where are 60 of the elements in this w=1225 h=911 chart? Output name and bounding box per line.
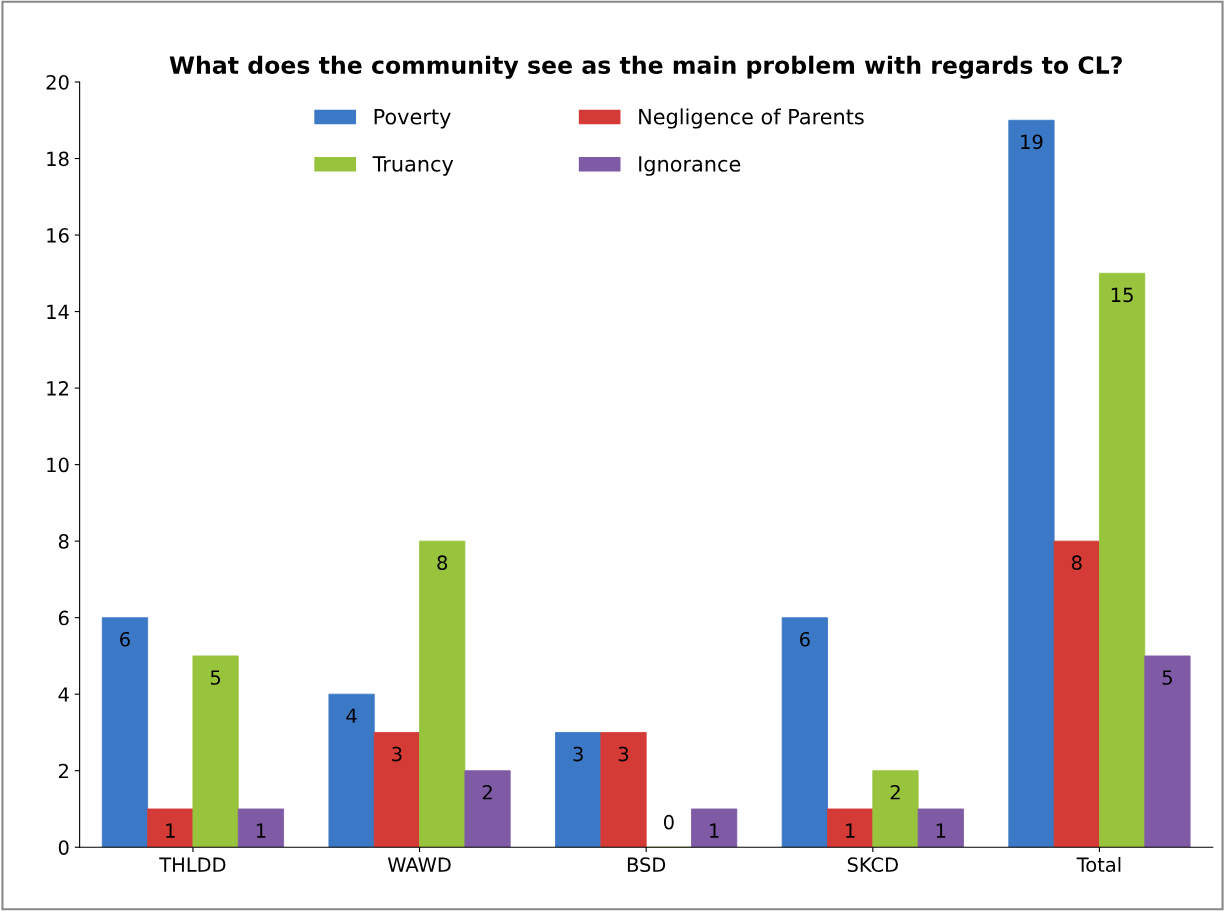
bar [101, 617, 149, 848]
chart-title: What does the community see as the main problem with regards to CL? [169, 55, 1122, 79]
data-label: 6 [800, 631, 810, 647]
bar [328, 693, 375, 848]
legend-label: Negligence of Parents [639, 108, 864, 129]
y-tick-label: 8 [58, 534, 69, 549]
y-tick-label: 20 [46, 74, 69, 90]
y-tick-label: 6 [58, 610, 69, 626]
bar [1053, 540, 1100, 848]
bar [373, 732, 420, 848]
data-label: 1 [846, 823, 855, 838]
bar [464, 770, 511, 848]
data-label: 0 [663, 814, 674, 830]
data-label: 6 [120, 631, 130, 647]
data-label: 1 [710, 823, 719, 838]
data-label: 2 [890, 784, 900, 800]
bar [237, 808, 285, 848]
bar [781, 617, 828, 848]
data-label: 1 [166, 823, 175, 838]
legend-label: Truancy [372, 156, 454, 176]
data-label: 3 [392, 746, 402, 762]
data-label: 3 [618, 746, 629, 762]
data-label: 8 [1071, 555, 1082, 571]
y-tick-label: 0 [58, 840, 69, 855]
bar [827, 808, 874, 848]
x-tick-label: THLDD [159, 857, 226, 872]
bar [555, 732, 602, 848]
bar [419, 540, 466, 848]
data-label: 15 [1111, 287, 1133, 303]
x-tick-label: WAWD [387, 857, 451, 872]
x-tick-label: Total [1076, 856, 1121, 872]
data-label: 5 [210, 670, 221, 685]
y-tick-label: 12 [47, 381, 68, 396]
y-tick-label: 18 [47, 151, 69, 167]
bar [1144, 655, 1191, 848]
y-tick-label: 4 [58, 687, 69, 702]
data-label: 19 [1021, 134, 1043, 150]
y-tick-label: 16 [47, 227, 69, 243]
y-tick-label: 2 [58, 763, 68, 779]
x-tick-label: BSD [627, 857, 666, 872]
x-tick-label: SKCD [847, 857, 898, 872]
y-tick-label: 10 [47, 457, 69, 473]
bar [691, 808, 738, 848]
legend-label: Ignorance [639, 156, 741, 176]
bar [147, 808, 194, 848]
data-label: 1 [936, 823, 946, 838]
bar [192, 655, 239, 848]
data-label: 2 [482, 784, 492, 800]
bar [1099, 272, 1146, 848]
y-tick-label: 14 [47, 304, 69, 319]
data-label: 4 [346, 708, 357, 723]
data-label: 1 [256, 823, 266, 838]
data-label: 5 [1162, 670, 1172, 685]
data-label: 3 [573, 746, 583, 762]
bar [1008, 119, 1055, 848]
bar [600, 732, 647, 848]
bar [872, 770, 919, 848]
legend-label: Poverty [374, 109, 451, 129]
bar [917, 808, 964, 848]
data-label: 8 [437, 555, 448, 571]
